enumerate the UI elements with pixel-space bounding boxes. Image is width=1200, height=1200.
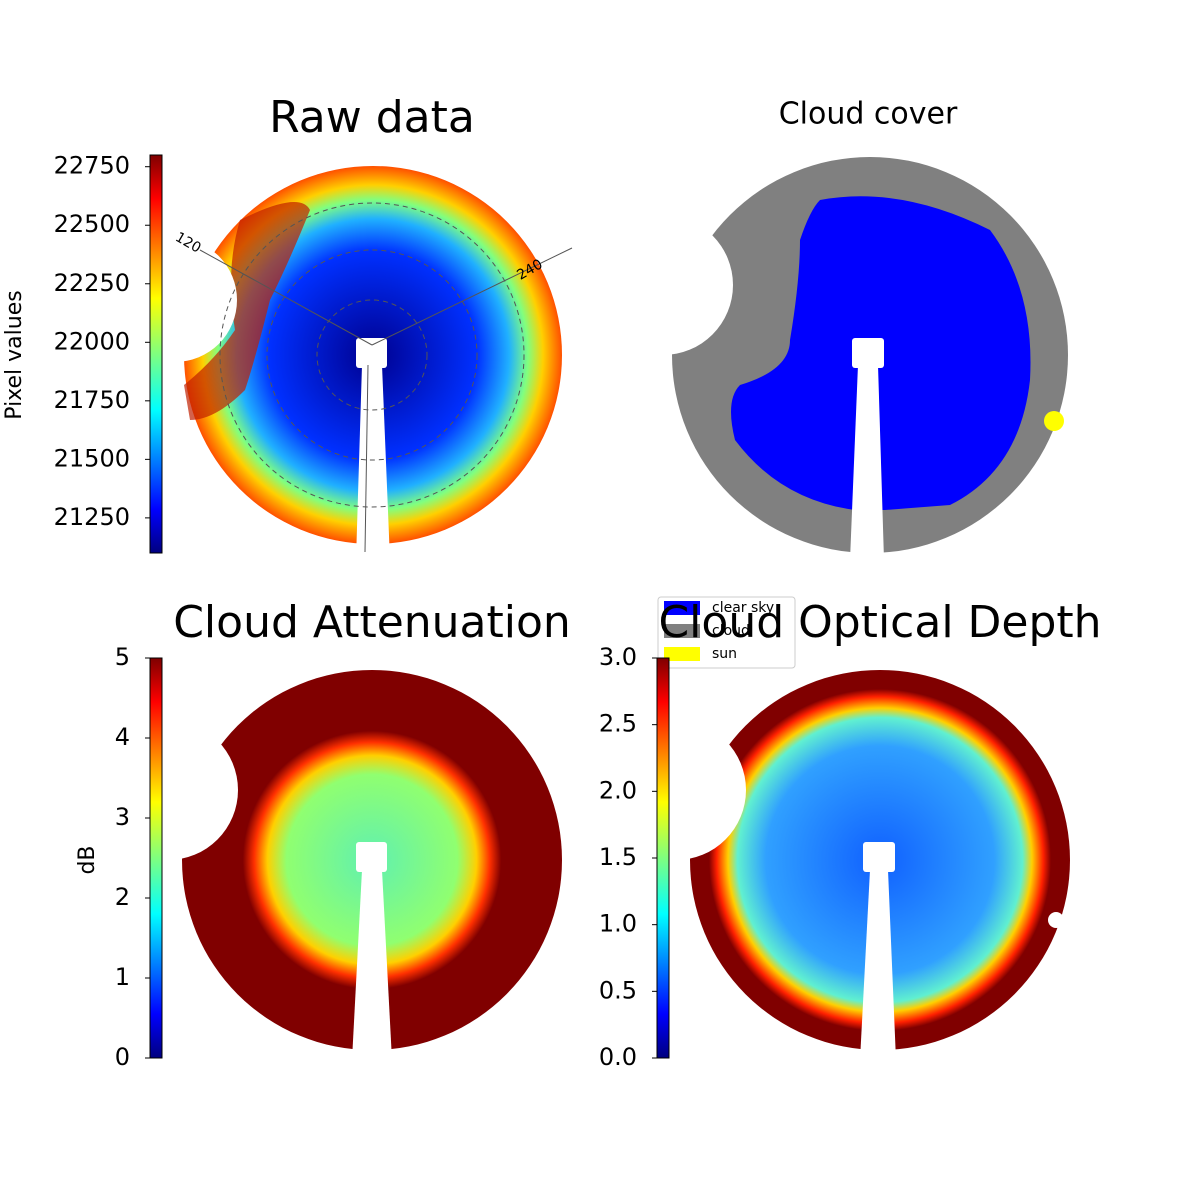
colorbar-tick-label: 22250 (54, 269, 130, 297)
cloud-cover-image (593, 157, 1068, 560)
colorbar-tick-label: 3 (115, 803, 130, 831)
legend-label: cloud (712, 623, 750, 639)
colorbar-tick-label: 0.0 (599, 1043, 637, 1071)
colorbar-tick-label: 0.5 (599, 976, 637, 1004)
colorbar-tick-label: 4 (115, 723, 130, 751)
colorbar-tick-label: 22750 (54, 152, 130, 180)
raw-image (113, 166, 573, 560)
panel-title: Cloud cover (779, 97, 958, 132)
colorbar-tick-label: 22000 (54, 327, 130, 355)
colorbar-label: dB (75, 845, 100, 874)
colorbar-tick-label: 2 (115, 883, 130, 911)
legend-label: clear sky (712, 600, 774, 616)
colorbar (149, 657, 163, 1059)
colorbar-tick-label: 5 (115, 643, 130, 671)
colorbar-tick-label: 1 (115, 963, 130, 991)
panel-title: Raw data (269, 92, 475, 143)
colorbar-label: Pixel values (2, 290, 27, 419)
panel-title: Cloud Optical Depth (658, 597, 1101, 648)
colorbar-tick-label: 21250 (54, 503, 130, 531)
panel-title: Cloud Attenuation (173, 597, 571, 648)
colorbar-tick-label: 21750 (54, 386, 130, 414)
legend-swatch (664, 647, 700, 661)
legend-label: sun (712, 646, 737, 662)
colorbar-tick-label: 2.0 (599, 776, 637, 804)
legend-swatch (664, 624, 700, 638)
colorbar-tick-label: 1.5 (599, 843, 637, 871)
colorbar-tick-label: 0 (115, 1043, 130, 1071)
colorbar-tick-label: 22500 (54, 210, 130, 238)
attenuation-image (98, 670, 562, 1060)
colorbar-tick-label: 2.5 (599, 710, 637, 738)
colorbar-tick-label: 1.0 (599, 910, 637, 938)
colorbar-tick-label: 3.0 (599, 643, 637, 671)
colorbar (656, 657, 670, 1059)
optical-depth-image (606, 670, 1070, 1060)
colorbar-tick-label: 21500 (54, 444, 130, 472)
colorbar (149, 154, 163, 554)
legend-swatch (664, 601, 700, 615)
